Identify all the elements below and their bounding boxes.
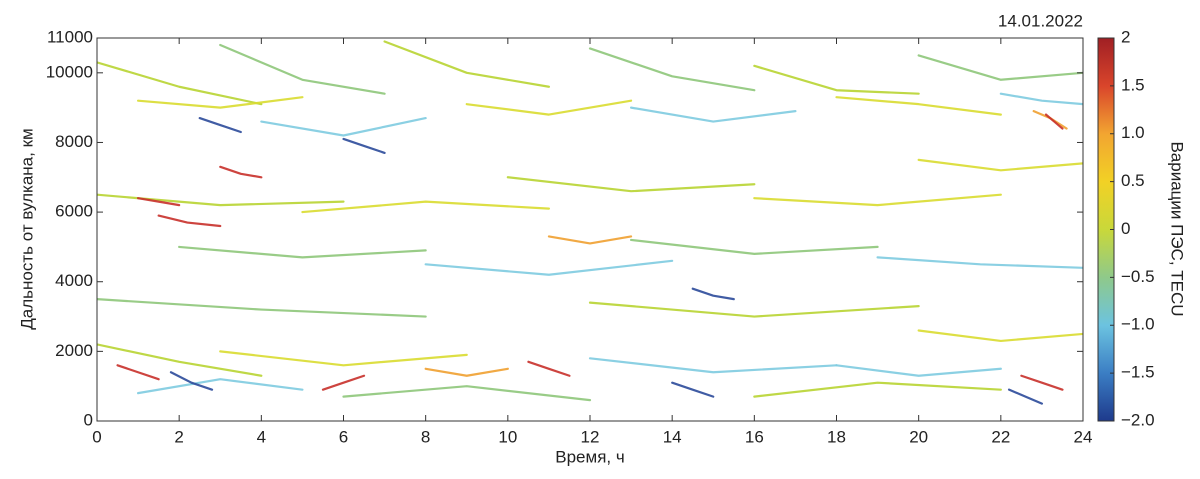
date-annotation: 14.01.2022	[998, 11, 1083, 30]
tracks	[97, 40, 1083, 405]
tec-track	[219, 43, 386, 95]
colorbar-tick-label: 0.5	[1121, 171, 1145, 190]
y-axis-label: Дальность от вулкана, км	[17, 128, 36, 329]
x-tick-label: 18	[827, 427, 846, 446]
tec-track	[691, 287, 735, 301]
tec-track	[465, 99, 633, 116]
tec-track	[527, 360, 571, 377]
x-tick-label: 10	[498, 427, 517, 446]
tec-track	[321, 374, 366, 391]
tec-track	[588, 301, 920, 318]
tec-track	[178, 245, 427, 259]
tec-track	[424, 367, 509, 377]
colorbar-tick-label: 2	[1121, 27, 1130, 46]
x-tick-label: 22	[991, 427, 1010, 446]
tec-track	[136, 378, 304, 395]
x-tick-label: 2	[174, 427, 183, 446]
tec-track	[424, 259, 674, 276]
plot-frame	[96, 37, 1084, 422]
y-tick-label: 10000	[46, 62, 93, 81]
tec-track	[97, 61, 263, 106]
x-axis-label: Время, ч	[555, 447, 624, 466]
tec-track	[629, 106, 797, 123]
tec-track	[1020, 374, 1064, 391]
tec-track	[157, 214, 222, 228]
tec-track	[342, 137, 386, 154]
y-tick-label: 2000	[55, 341, 93, 360]
tec-track	[97, 193, 345, 207]
tec-track	[588, 47, 756, 92]
tec-track	[835, 96, 1002, 116]
x-tick-label: 14	[663, 427, 682, 446]
x-tick-label: 8	[421, 427, 430, 446]
tec-track	[116, 364, 160, 381]
colorbar-tick-label: −2.0	[1121, 410, 1155, 429]
tec-track	[506, 176, 756, 193]
y-tick-label: 6000	[55, 202, 93, 221]
x-tick-label: 6	[339, 427, 348, 446]
tec-track	[219, 350, 468, 367]
x-tick-label: 4	[257, 427, 266, 446]
y-tick-label: 4000	[55, 271, 93, 290]
colorbar-tick-label: −1.5	[1121, 363, 1155, 382]
tec-track	[588, 357, 838, 374]
tec-track	[629, 238, 879, 255]
tec-track	[876, 256, 1083, 269]
tec-track	[169, 371, 214, 391]
x-tick-label: 24	[1074, 427, 1093, 446]
colorbar-tick-label: 0	[1121, 219, 1130, 238]
tec-track	[198, 116, 242, 134]
y-tick-label: 11000	[47, 27, 93, 46]
tec-track	[136, 197, 181, 207]
tec-track	[917, 158, 1083, 172]
tec-track	[97, 298, 427, 318]
tec-track	[219, 165, 263, 179]
tec-track	[671, 381, 715, 398]
tec-track	[999, 92, 1083, 106]
x-tick-label: 20	[909, 427, 928, 446]
tec-track	[917, 54, 1083, 81]
tec-track	[753, 64, 920, 95]
tec-track	[97, 343, 263, 377]
y-tick-label: 0	[84, 410, 93, 429]
colorbar-tick-label: −1.0	[1121, 315, 1155, 334]
tec-track	[342, 385, 592, 402]
tec-track	[1032, 110, 1068, 130]
tec-track	[1007, 388, 1044, 405]
x-tick-label: 12	[581, 427, 600, 446]
tec-track	[260, 116, 427, 137]
tec-track	[1044, 113, 1064, 130]
tec-track	[753, 381, 1002, 398]
colorbar-label: Вариации ПЭС, TECU	[1168, 141, 1187, 316]
tec-track	[136, 96, 304, 109]
tec-track	[383, 40, 551, 88]
colorbar-tick-label: 1.0	[1121, 123, 1145, 142]
tec-track	[917, 329, 1083, 343]
tec-track	[753, 193, 1002, 207]
y-tick-label: 8000	[55, 132, 93, 151]
tec-track	[547, 235, 633, 245]
tec-track	[301, 200, 551, 214]
colorbar-tick-label: −0.5	[1121, 267, 1155, 286]
tec-track	[835, 364, 1002, 377]
x-tick-label: 0	[92, 427, 101, 446]
x-tick-label: 16	[745, 427, 764, 446]
colorbar-tick-label: 1.5	[1121, 75, 1145, 94]
